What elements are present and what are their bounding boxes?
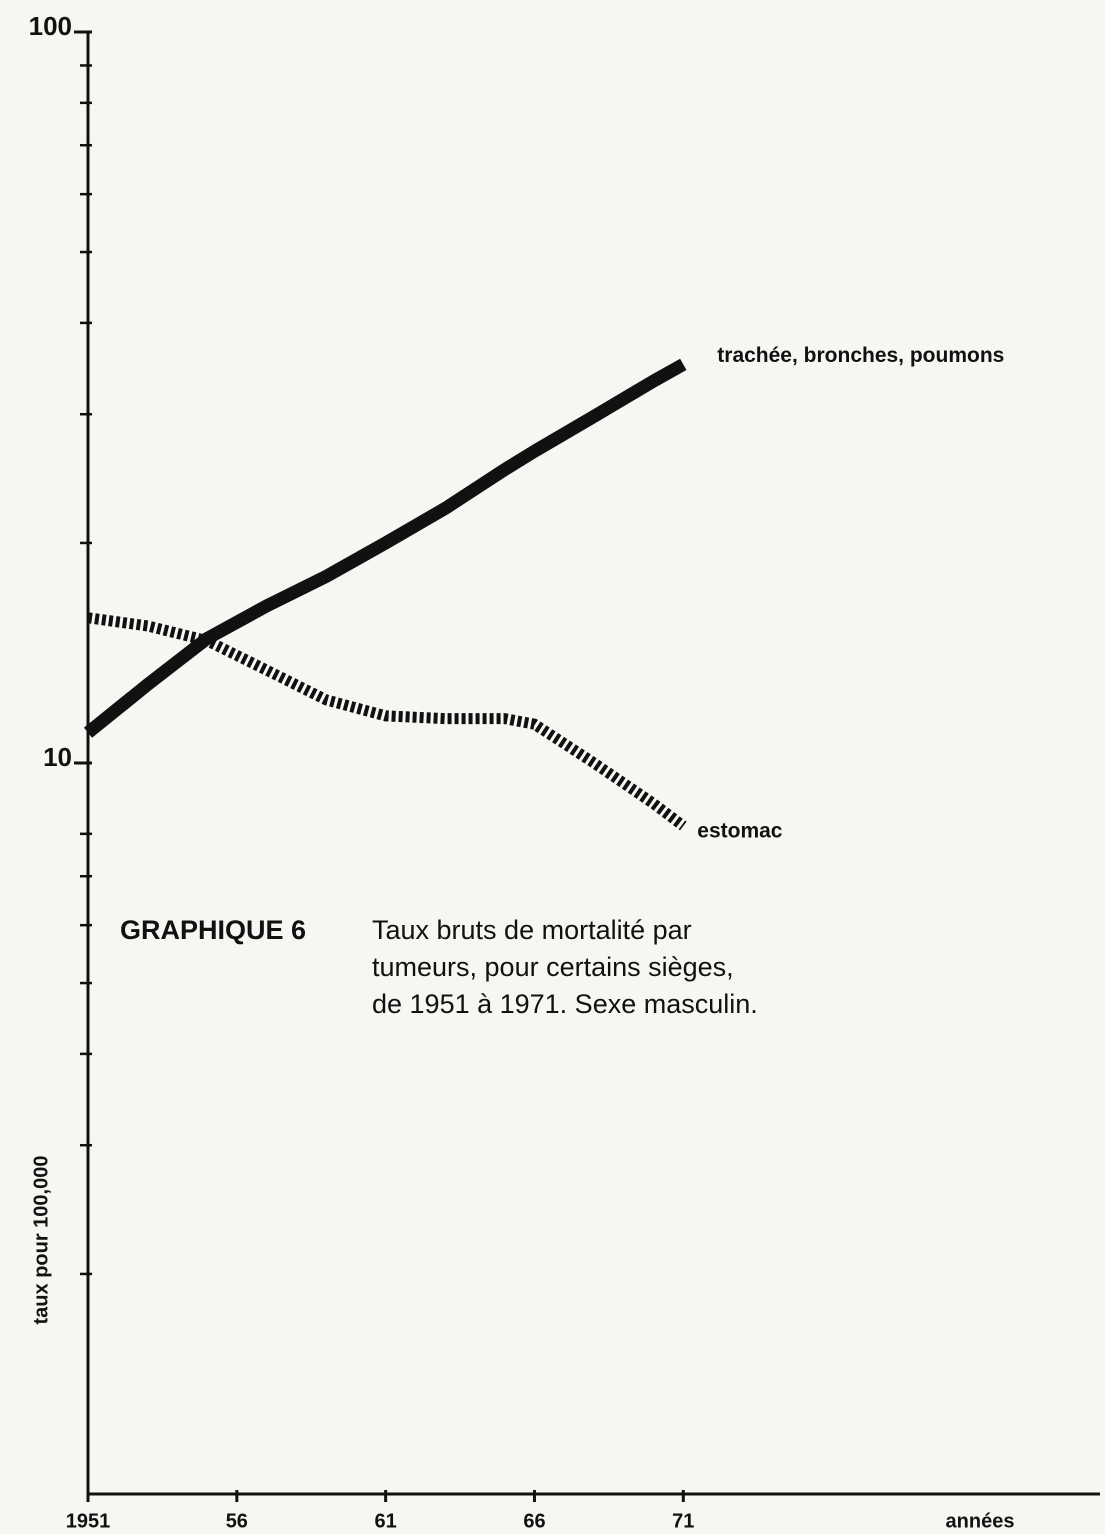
annotation: GRAPHIQUE 6	[120, 915, 306, 945]
y-tick-label: 10	[43, 742, 72, 772]
x-tick-label: 66	[523, 1510, 545, 1532]
x-tick-label: 71	[672, 1510, 694, 1532]
x-axis-label: années	[946, 1510, 1015, 1532]
x-tick-label: 1951	[66, 1510, 111, 1532]
y-tick-label: 100	[29, 11, 72, 41]
y-axis-label: taux pour 100,000	[30, 1156, 52, 1325]
caption-line: Taux bruts de mortalité par	[372, 915, 692, 945]
series-line	[87, 612, 687, 831]
caption-line: de 1951 à 1971. Sexe masculin.	[372, 989, 758, 1019]
series-line	[83, 358, 687, 738]
x-tick-label: 61	[375, 1510, 397, 1532]
series-label: trachée, bronches, poumons	[717, 344, 1004, 367]
x-tick-label: 56	[226, 1510, 248, 1532]
caption-line: tumeurs, pour certains sièges,	[372, 952, 734, 982]
series-label: estomac	[697, 820, 783, 843]
